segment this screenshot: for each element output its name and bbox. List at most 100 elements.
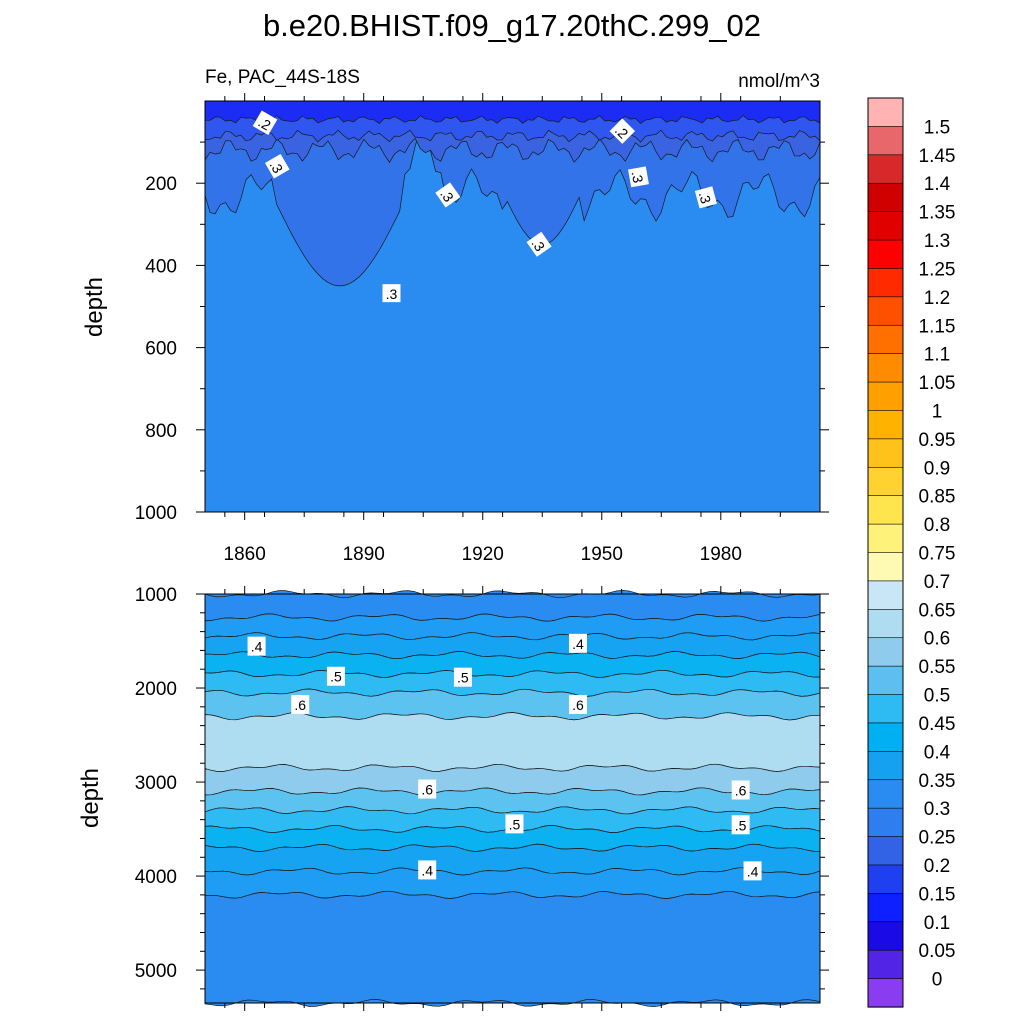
upper-x-tick-label: 1980 (700, 544, 742, 565)
contour-label-box (264, 153, 290, 179)
lower-contour-label: .5 (509, 816, 521, 832)
upper-contour-label: .3 (628, 166, 649, 188)
colorbar-swatch (867, 495, 904, 525)
colorbar-label: 0.35 (919, 771, 956, 792)
colorbar-swatch (867, 779, 904, 809)
lower-contour-band (204, 890, 821, 1008)
colorbar-label: 0 (932, 970, 943, 991)
colorbar-label: 0.7 (924, 572, 950, 593)
upper-contour-label: .3 (435, 182, 461, 208)
lower-y-tick-label: 5000 (135, 961, 177, 982)
colorbar-swatch (867, 97, 904, 128)
lower-contour-label-box (743, 861, 762, 881)
colorbar-swatch (867, 751, 904, 781)
colorbar-label: 0.3 (924, 799, 950, 820)
lower-contour-label-box (505, 814, 524, 834)
colorbar-label: 1.25 (919, 259, 956, 280)
contour-label-box (252, 110, 278, 136)
upper-y-tick-label: 400 (145, 256, 177, 277)
colorbar-swatch (867, 438, 904, 468)
colorbar-label: 0.15 (919, 884, 956, 905)
upper-subtitle-right: nmol/m^3 (738, 71, 820, 92)
contour-label-box (382, 284, 401, 303)
lower-frame (204, 593, 821, 1004)
colorbar-label: 1.35 (919, 203, 956, 224)
colorbar-swatch (867, 580, 904, 610)
lower-contour-label: .6 (572, 697, 584, 713)
lower-contour-label-box (291, 694, 310, 714)
colorbar-swatch (867, 466, 904, 497)
colorbar-swatch (867, 921, 904, 951)
figure-title: b.e20.BHIST.f09_g17.20thC.299_02 (263, 8, 761, 43)
lower-contour-label-box (731, 815, 750, 835)
lower-plot-area: .4 .4 .5 .5 .6 .6 .6 .6 .5 .5 .4 .4 1000 2000 3000 4000… (135, 585, 829, 1011)
colorbar-swatch (867, 211, 904, 241)
colorbar-swatch (867, 126, 904, 156)
colorbar-swatch (867, 893, 904, 923)
colorbar-label: 0.65 (919, 600, 956, 621)
lower-ylabel: depth (77, 768, 104, 828)
upper-contour-label: .3 (382, 284, 401, 303)
colorbar-swatch (867, 182, 904, 213)
lower-contour-label: .5 (330, 669, 342, 685)
lower-y-tick-label: 3000 (135, 773, 177, 794)
colorbar-swatch (867, 239, 904, 270)
colorbar-label: 0.8 (924, 515, 950, 536)
colorbar: 1.5 1.45 1.4 1.35 1.3 1.25 1.2 1.15 1.1 1.05 1 0.95… (867, 97, 956, 1008)
colorbar-swatch (867, 949, 904, 980)
lower-contour-label: .4 (572, 636, 584, 652)
lower-contour-label-box (418, 860, 437, 880)
colorbar-label: 0.2 (924, 856, 950, 877)
colorbar-swatch (867, 609, 904, 639)
colorbar-swatch (867, 296, 904, 326)
upper-contour-label: .2 (252, 110, 278, 136)
upper-x-tick-label: 1890 (343, 544, 385, 565)
lower-contour-label-box (568, 694, 587, 714)
lower-contour-label: .4 (747, 863, 759, 879)
colorbar-swatch (867, 154, 904, 184)
lower-contour-label-box (247, 636, 266, 656)
upper-x-tick-label: 1950 (581, 544, 623, 565)
colorbar-swatch (867, 836, 904, 866)
colorbar-swatch (867, 637, 904, 667)
colorbar-label: 1.2 (924, 288, 950, 309)
colorbar-label: 1.45 (919, 146, 956, 167)
colorbar-label: 1.15 (919, 316, 956, 337)
colorbar-label: 1.3 (924, 231, 950, 252)
upper-x-tick-label: 1920 (462, 544, 504, 565)
contour-label-text: .3 (386, 286, 398, 302)
lower-contour-label: .6 (735, 783, 747, 799)
colorbar-frame (867, 97, 904, 1008)
lower-y-tick-label: 4000 (135, 867, 177, 888)
lower-contour-label-box (418, 779, 437, 799)
colorbar-label: 1.5 (924, 117, 950, 138)
colorbar-swatch (867, 410, 904, 440)
lower-contour-label: .4 (421, 862, 433, 878)
colorbar-swatch (867, 552, 904, 582)
upper-contour-label: .3 (694, 186, 717, 209)
colorbar-swatch (867, 523, 904, 554)
colorbar-label: 0.45 (919, 714, 956, 735)
lower-panel: .4 .4 .5 .5 .6 .6 .6 .6 .5 .5 .4 .4 1000 2000 3000 4000… (77, 585, 829, 1011)
lower-contour-label-box (731, 780, 750, 800)
upper-ylabel: depth (81, 277, 108, 337)
colorbar-label: 0.85 (919, 487, 956, 508)
contour-label-text: .3 (696, 190, 715, 206)
colorbar-swatch (867, 268, 904, 298)
colorbar-label: 0.95 (919, 430, 956, 451)
lower-contour-band (204, 763, 821, 796)
contour-label-box (628, 166, 649, 188)
colorbar-label: 1.1 (924, 345, 950, 366)
colorbar-label: 1.05 (919, 373, 956, 394)
upper-y-tick-label: 800 (145, 421, 177, 442)
upper-x-tick-label: 1860 (224, 544, 266, 565)
upper-y-tick-label: 600 (145, 339, 177, 360)
lower-contour-label: .6 (421, 782, 433, 798)
colorbar-swatch (867, 665, 904, 696)
contour-band-0.1 (204, 100, 821, 124)
colorbar-label: 1.4 (924, 174, 951, 195)
colorbar-label: 0.4 (924, 742, 951, 763)
colorbar-swatch (867, 978, 904, 1008)
